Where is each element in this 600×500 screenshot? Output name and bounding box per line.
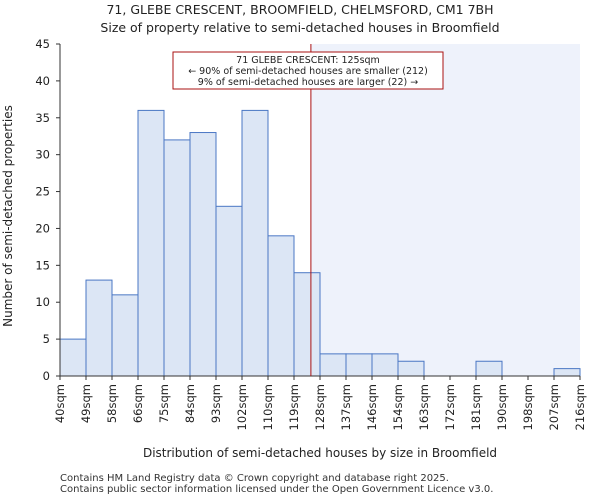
larger-region-shading: [310, 44, 580, 376]
chart-title: 71, GLEBE CRESCENT, BROOMFIELD, CHELMSFO…: [106, 2, 494, 17]
histogram-bar: [371, 353, 399, 377]
footer-copyright: Contains HM Land Registry data © Crown c…: [60, 473, 449, 484]
x-tick-label: 198sqm: [521, 384, 535, 430]
x-tick-label: 190sqm: [495, 384, 509, 430]
x-axis-label: Distribution of semi-detached houses by …: [143, 446, 497, 460]
y-tick-label: 10: [35, 295, 50, 309]
chart-subtitle: Size of property relative to semi-detach…: [100, 20, 500, 35]
x-tick-label: 207sqm: [547, 384, 561, 430]
histogram-bar: [553, 368, 581, 377]
x-tick-label: 181sqm: [469, 384, 483, 430]
x-tick-label: 163sqm: [417, 384, 431, 430]
y-tick-label: 20: [35, 221, 50, 235]
x-tick-label: 49sqm: [79, 384, 93, 423]
histogram-bar: [163, 139, 191, 377]
x-tick-label: 110sqm: [261, 384, 275, 430]
histogram-bar: [241, 109, 269, 377]
x-tick-label: 84sqm: [183, 384, 197, 423]
x-tick-label: 93sqm: [209, 384, 223, 423]
y-tick-label: 35: [35, 111, 50, 125]
x-tick-label: 216sqm: [573, 384, 587, 430]
annotation-line: 71 GLEBE CRESCENT: 125sqm: [236, 55, 380, 66]
histogram-bar: [111, 294, 139, 377]
histogram-bar: [267, 235, 295, 377]
x-tick-label: 40sqm: [53, 384, 67, 423]
x-tick-label: 172sqm: [443, 384, 457, 430]
y-tick-label: 0: [43, 369, 50, 383]
histogram-bar: [137, 109, 165, 377]
x-tick-label: 58sqm: [105, 384, 119, 423]
histogram-bar: [475, 360, 503, 377]
histogram-bar: [189, 132, 217, 377]
histogram-bar: [59, 338, 87, 377]
y-tick-label: 15: [35, 258, 50, 272]
x-tick-label: 75sqm: [157, 384, 171, 423]
footer-licence: Contains public sector information licen…: [60, 484, 494, 495]
x-tick-label: 154sqm: [391, 384, 405, 430]
y-tick-label: 40: [35, 74, 50, 88]
histogram-bar: [293, 272, 321, 377]
x-tick-label: 128sqm: [313, 384, 327, 430]
x-tick-label: 119sqm: [287, 384, 301, 430]
y-tick-label: 25: [35, 185, 50, 199]
histogram-bar: [345, 353, 373, 377]
histogram-bar: [85, 279, 113, 377]
y-tick-label: 45: [35, 37, 50, 51]
x-tick-label: 137sqm: [339, 384, 353, 430]
x-tick-label: 66sqm: [131, 384, 145, 423]
annotation-box: [172, 51, 444, 90]
x-tick-label: 146sqm: [365, 384, 379, 430]
x-tick-label: 102sqm: [235, 384, 249, 430]
annotation-line: ← 90% of semi-detached houses are smalle…: [188, 66, 428, 77]
histogram-bar: [215, 205, 243, 377]
y-tick-label: 30: [35, 148, 50, 162]
y-axis-label: Number of semi-detached properties: [1, 105, 15, 327]
y-tick-label: 5: [43, 332, 50, 346]
annotation-line: 9% of semi-detached houses are larger (2…: [198, 77, 418, 88]
histogram-bar: [319, 353, 347, 377]
histogram-bar: [397, 360, 425, 377]
